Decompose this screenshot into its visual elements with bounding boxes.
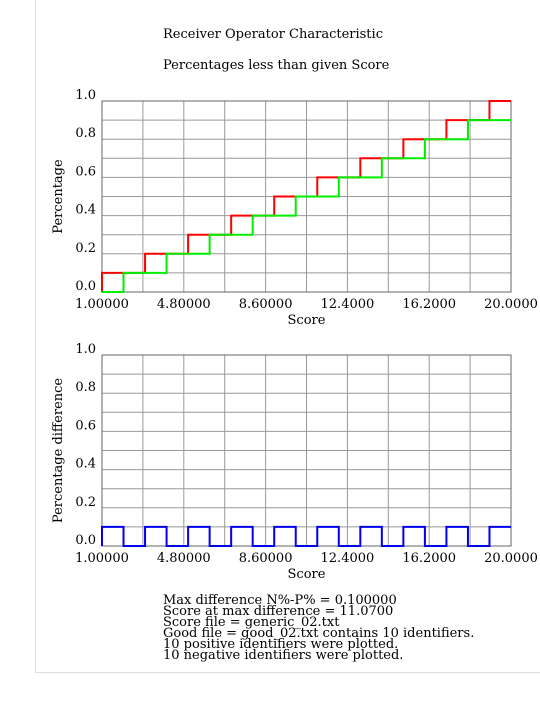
y-tick-label: 0.6	[75, 164, 96, 179]
x-tick-label: 8.60000	[239, 551, 293, 566]
chart-1: 0.0 0.2 0.4 0.6 0.8 1.0 1.00000 4.80000 8.60000 1…	[51, 88, 538, 328]
y-tick-label: 0.2	[75, 495, 96, 510]
y-tick-label: 0.0	[75, 533, 96, 548]
y-axis-label: Percentage difference	[51, 378, 66, 524]
x-tick-label: 4.80000	[157, 551, 211, 566]
y-tick-label: 0.8	[75, 380, 96, 395]
chart-1-title: Percentages less than given Score	[163, 58, 390, 73]
y-tick-label: 0.4	[75, 203, 96, 218]
y-tick-label: 0.0	[75, 279, 96, 294]
y-tick-label: 0.8	[75, 126, 96, 141]
y-tick-label: 1.0	[75, 342, 96, 357]
x-tick-label: 20.0000	[484, 297, 538, 312]
info-panel: Max difference N%-P% = 0.100000 Score at…	[163, 595, 474, 661]
x-tick-label: 8.60000	[239, 297, 293, 312]
y-tick-label: 1.0	[75, 88, 96, 103]
x-tick-label: 12.4000	[321, 297, 375, 312]
info-negative-count: 10 negative identifiers were plotted.	[163, 650, 474, 661]
x-tick-label: 1.00000	[75, 551, 129, 566]
x-tick-label: 20.0000	[484, 551, 538, 566]
y-tick-label: 0.6	[75, 418, 96, 433]
x-tick-label: 16.2000	[402, 551, 456, 566]
chart-2: 0.0 0.2 0.4 0.6 0.8 1.0 1.00000 4.80000 8.60000 1…	[51, 342, 538, 582]
x-tick-label: 1.00000	[75, 297, 129, 312]
x-axis-label: Score	[288, 313, 326, 328]
x-tick-label: 16.2000	[402, 297, 456, 312]
x-axis-label: Score	[288, 567, 326, 582]
x-tick-label: 12.4000	[321, 551, 375, 566]
y-tick-label: 0.2	[75, 241, 96, 256]
page-title: Receiver Operator Characteristic	[163, 27, 383, 42]
y-tick-label: 0.4	[75, 457, 96, 472]
y-axis-label: Percentage	[51, 159, 66, 234]
x-tick-label: 4.80000	[157, 297, 211, 312]
